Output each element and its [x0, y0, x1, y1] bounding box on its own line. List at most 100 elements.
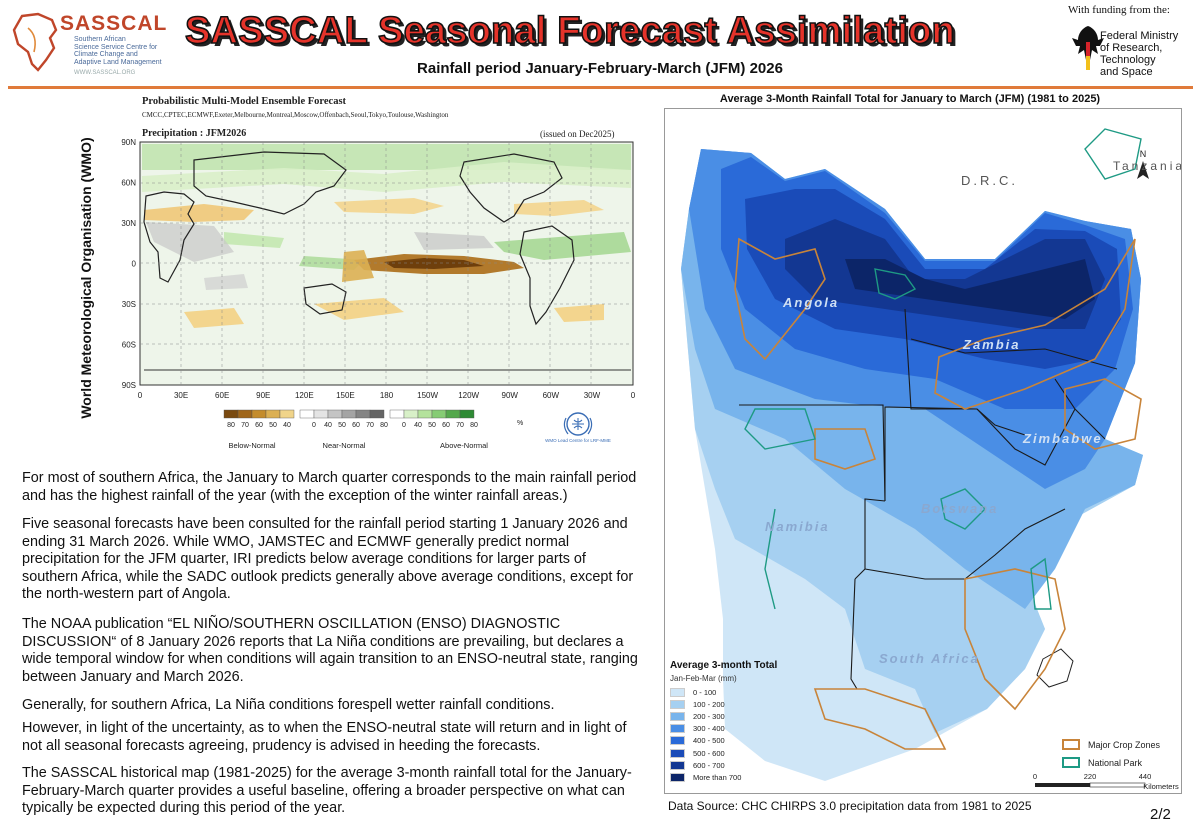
header-divider — [8, 86, 1193, 89]
wmo-forecast-panel: Probabilistic Multi-Model Ensemble Forec… — [84, 92, 654, 454]
colorbar-swatch — [327, 409, 343, 419]
colorbar-tick: 40 — [414, 422, 422, 429]
legend-row: 500 - 600 — [670, 747, 800, 759]
wmo-title: Probabilistic Multi-Model Ensemble Forec… — [142, 96, 347, 107]
legend-swatch — [670, 736, 685, 746]
label-drc: D.R.C. — [961, 173, 1018, 188]
label-angola: Angola — [783, 295, 840, 310]
colorbar-tick: 40 — [324, 422, 332, 429]
national-park-swatch — [1062, 757, 1080, 768]
lat-tick-label: 30N — [121, 219, 136, 228]
paragraph-historical-map: The SASSCAL historical map (1981-2025) f… — [22, 765, 632, 817]
near-normal-label: Near-Normal — [323, 441, 366, 450]
page-title: SASSCAL Seasonal Forecast Assimilation — [184, 9, 955, 53]
lon-tick-label: 90W — [502, 391, 519, 400]
german-flag-icon — [1086, 28, 1090, 70]
wmo-lead-centre-label: WMO Lead Centre for LRF-MME — [545, 438, 611, 443]
crop-zone-outlines — [734, 237, 1142, 750]
lon-tick-label: 30E — [174, 391, 188, 400]
colorbar-tick: 50 — [428, 422, 436, 429]
paragraph-la-nina: Generally, for southern Africa, La Niña … — [22, 697, 555, 713]
legend-label: 600 - 700 — [693, 760, 725, 770]
scale-tick-0: 0 — [1033, 772, 1037, 781]
lon-tick-label: 150W — [417, 391, 438, 400]
label-tanzania: Tanzania — [1113, 159, 1182, 173]
country-borders — [739, 308, 1118, 690]
legend-label: 200 - 300 — [693, 711, 725, 721]
legend-swatch — [670, 711, 685, 721]
legend-swatch — [670, 748, 685, 758]
national-park-key: National Park — [1062, 757, 1142, 768]
legend-swatch — [670, 699, 685, 709]
colorbar-tick: 50 — [269, 422, 277, 429]
colorbar-swatch — [279, 409, 295, 419]
lat-tick-label: 60S — [122, 341, 136, 350]
colorbar-swatch — [237, 409, 253, 419]
colorbar-swatch — [265, 409, 281, 419]
scale-unit: Kilometers — [1143, 782, 1179, 791]
legend-row: 600 - 700 — [670, 759, 800, 771]
legend-title: Average 3-month Total — [670, 660, 778, 671]
colorbar-swatch — [445, 409, 461, 419]
rainfall-map-svg: N 0 220 440 Kilometers — [681, 128, 1179, 791]
logo-website: WWW.SASSCAL.ORG — [74, 70, 136, 76]
crop-zone-key: Major Crop Zones — [1062, 739, 1160, 750]
legend-swatch — [670, 687, 685, 697]
legend-row: 0 - 100 — [670, 686, 800, 698]
colorbar-tick: 70 — [366, 422, 374, 429]
sasscal-logo: SASSCAL Southern African Science Service… — [8, 6, 178, 78]
ministry-name: Federal Ministry of Research, Technology… — [1100, 30, 1179, 78]
colorbar-tick: 80 — [380, 422, 388, 429]
colorbar-swatch — [299, 409, 315, 419]
label-namibia: Namibia — [765, 519, 830, 534]
colorbar-swatch — [369, 409, 385, 419]
colorbar-tick: 70 — [456, 422, 464, 429]
legend-row: 200 - 300 — [670, 710, 800, 722]
colorbar-tick: 50 — [338, 422, 346, 429]
paragraph-five-forecasts: Five seasonal forecasts have been consul… — [22, 516, 634, 603]
page-subtitle: Rainfall period January-February-March (… — [417, 60, 783, 77]
wmo-emblem-icon — [563, 412, 593, 436]
legend-subtitle: Jan-Feb-Mar (mm) — [670, 674, 737, 683]
logo-name: SASSCAL — [60, 12, 168, 35]
colorbar-swatch — [459, 409, 475, 419]
colorbar-tick: 80 — [470, 422, 478, 429]
lat-tick-label: 60N — [121, 179, 136, 188]
legend-swatch — [670, 772, 685, 782]
colorbar-swatch — [355, 409, 371, 419]
page-number: 2/2 — [1150, 806, 1171, 823]
lon-tick-label: 0 — [631, 391, 636, 400]
colorbar-swatch — [403, 409, 419, 419]
crop-zone-swatch — [1062, 739, 1080, 750]
wmo-gridlines — [140, 142, 633, 385]
colorbar-tick: 0 — [402, 422, 406, 429]
legend-row: 300 - 400 — [670, 723, 800, 735]
wmo-forecast-map: 90N 60N 30N 0 30S 60S 90S 0 30E 60E 90E 120E 150E 18… — [121, 138, 636, 450]
lat-tick-label: 90N — [121, 138, 136, 147]
colorbar-tick: 70 — [241, 422, 249, 429]
legend-label: 400 - 500 — [693, 736, 725, 746]
paragraph-enso-discussion: The NOAA publication “EL NIÑO/SOUTHERN O… — [22, 616, 638, 685]
wmo-variable: Precipitation : JFM2026 — [142, 128, 247, 139]
lon-tick-label: 150E — [336, 391, 355, 400]
colorbar-tick: 0 — [312, 422, 316, 429]
rainfall-map: N 0 220 440 Kilometers D.R.C. Tanzania A… — [664, 108, 1182, 794]
logo-subtitle: Southern African Science Service Centre … — [74, 36, 162, 66]
legend-label: 500 - 600 — [693, 748, 725, 758]
legend-row: 400 - 500 — [670, 735, 800, 747]
colorbar-tick: 60 — [352, 422, 360, 429]
legend-label: More than 700 — [693, 772, 742, 782]
colorbar-tick: 80 — [227, 422, 235, 429]
legend-row: 100 - 200 — [670, 698, 800, 710]
lon-tick-label: 30W — [584, 391, 601, 400]
legend-swatch — [670, 724, 685, 734]
lon-tick-label: 120W — [458, 391, 479, 400]
below-normal-label: Below-Normal — [228, 441, 275, 450]
national-park-outlines — [744, 128, 1142, 610]
funding-label: With funding from the: — [1068, 4, 1170, 16]
crop-zone-label: Major Crop Zones — [1088, 739, 1161, 750]
map-title: Average 3-Month Rainfall Total for Janua… — [719, 93, 1101, 105]
lon-tick-label: 0 — [138, 391, 143, 400]
colorbar-swatch — [431, 409, 447, 419]
scale-tick-2: 440 — [1139, 772, 1152, 781]
